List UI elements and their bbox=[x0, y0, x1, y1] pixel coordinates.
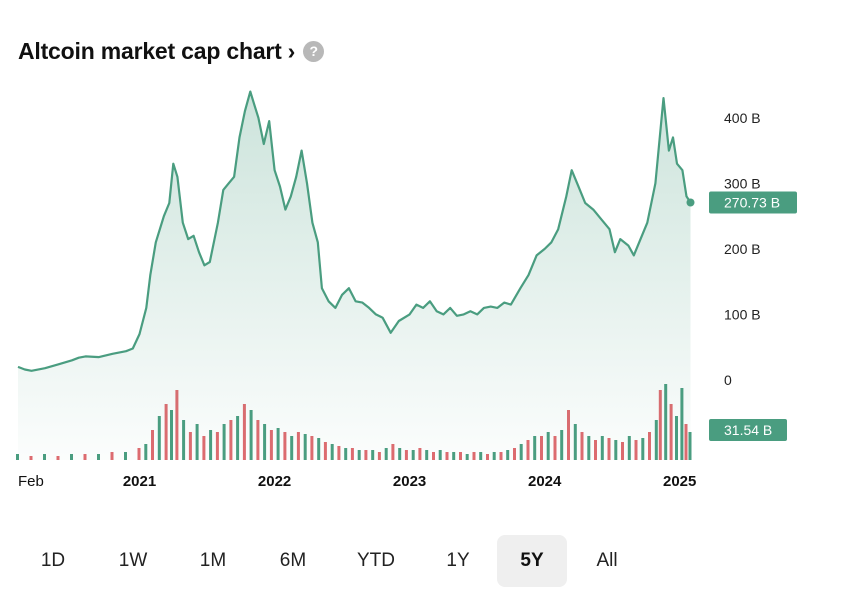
current-volume-label: 31.54 B bbox=[724, 422, 772, 438]
y-tick-label: 100 B bbox=[724, 306, 761, 322]
current-value-label: 270.73 B bbox=[724, 195, 780, 211]
altcoin-market-cap-chart: 400 B 300 B 200 B 100 B 0 270.73 B 31.54 B Feb 2… bbox=[16, 90, 797, 490]
chart-header: Altcoin market cap chart › ? bbox=[18, 34, 325, 68]
range-button-1m[interactable]: 1M bbox=[199, 550, 227, 571]
range-button-5y[interactable]: 5Y bbox=[497, 535, 567, 587]
x-tick-label: 2024 bbox=[528, 473, 562, 490]
current-volume-badge bbox=[709, 419, 787, 441]
range-button-1y[interactable]: 1Y bbox=[446, 550, 470, 571]
time-range-selector: 1D 1W 1M 6M YTD 1Y 5Y All bbox=[13, 535, 647, 587]
market-cap-area bbox=[18, 91, 691, 460]
x-tick-label: 2021 bbox=[123, 473, 156, 490]
range-button-6m[interactable]: 6M bbox=[279, 550, 307, 571]
x-tick-label: 2023 bbox=[393, 473, 426, 490]
range-button-1w[interactable]: 1W bbox=[118, 550, 148, 571]
range-button-1d[interactable]: 1D bbox=[40, 550, 66, 571]
x-tick-label: Feb bbox=[18, 473, 44, 490]
y-tick-label: 200 B bbox=[724, 241, 761, 257]
x-tick-label: 2022 bbox=[258, 473, 291, 490]
help-icon[interactable]: ? bbox=[303, 40, 325, 62]
current-value-badge bbox=[709, 191, 797, 214]
chevron-right-icon[interactable]: › bbox=[287, 37, 296, 64]
volume-bar bbox=[16, 454, 19, 460]
current-point bbox=[686, 198, 695, 207]
chart-title[interactable]: Altcoin market cap chart bbox=[18, 37, 282, 64]
y-tick-label: 300 B bbox=[724, 175, 761, 191]
x-tick-label: 2025 bbox=[663, 473, 696, 490]
range-button-ytd[interactable]: YTD bbox=[357, 550, 395, 571]
range-button-all[interactable]: All bbox=[596, 550, 618, 571]
y-tick-label: 0 bbox=[724, 372, 732, 388]
y-tick-label: 400 B bbox=[724, 110, 761, 126]
market-cap-line bbox=[17, 90, 692, 372]
